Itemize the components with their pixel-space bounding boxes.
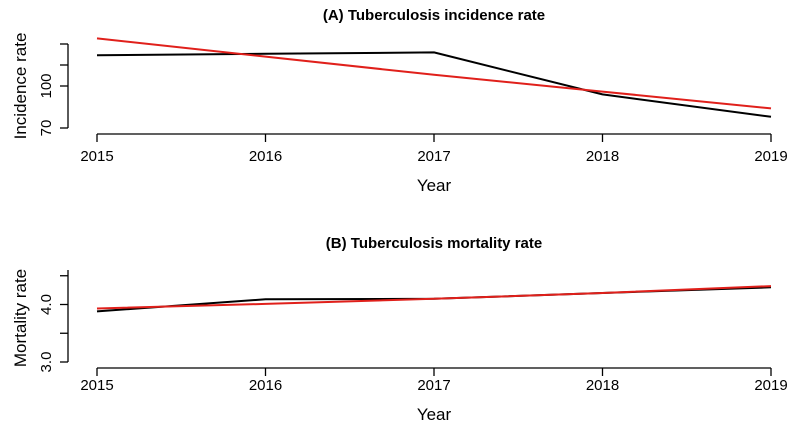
- panel-mortality: (B) Tuberculosis mortality rate 2015 2016 2…: [11, 235, 788, 424]
- y-tick-label: 100: [38, 73, 55, 98]
- x-axis-label: Year: [417, 405, 452, 424]
- series-line-trend: [96, 285, 772, 310]
- x-tick-label: 2016: [249, 377, 282, 394]
- y-tick-label: 70: [38, 120, 55, 137]
- x-tick-label: 2016: [249, 148, 282, 165]
- y-axis-label: Mortality rate: [11, 269, 30, 367]
- x-axis-label: Year: [417, 176, 452, 195]
- y-tick-label: 3.0: [38, 352, 55, 373]
- x-tick-label: 2015: [80, 377, 113, 394]
- chart-title: (B) Tuberculosis mortality rate: [326, 235, 542, 252]
- x-tick-label: 2017: [417, 377, 450, 394]
- x-tick-label: 2018: [586, 377, 619, 394]
- y-axis-label: Incidence rate: [11, 33, 30, 140]
- x-tick-label: 2019: [754, 377, 787, 394]
- panel-incidence: (A) Tuberculosis incidence rate 2015 2016 2…: [11, 7, 788, 195]
- chart-title: (A) Tuberculosis incidence rate: [323, 7, 545, 24]
- y-tick-label: 4.0: [38, 294, 55, 315]
- x-tick-label: 2018: [586, 148, 619, 165]
- x-tick-label: 2017: [417, 148, 450, 165]
- x-tick-label: 2019: [754, 148, 787, 165]
- series-line-observed: [96, 51, 772, 118]
- series-line-trend: [96, 37, 772, 110]
- x-tick-label: 2015: [80, 148, 113, 165]
